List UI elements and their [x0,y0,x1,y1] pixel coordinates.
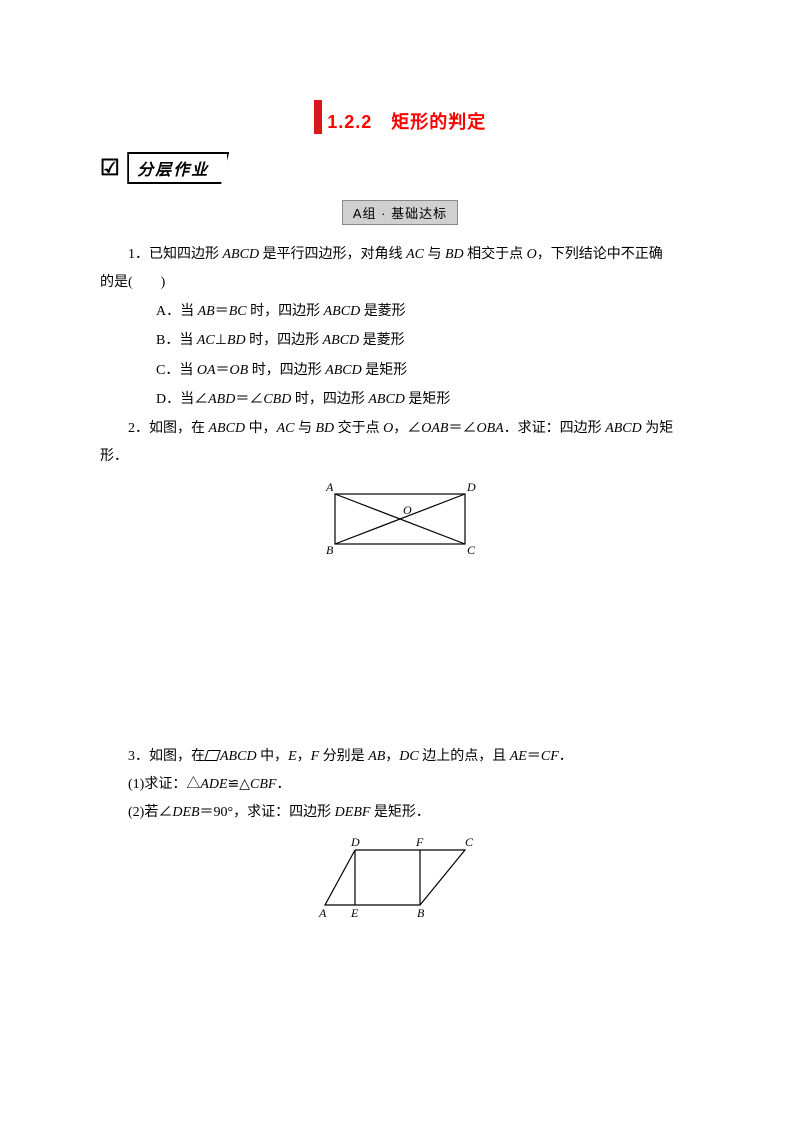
figure-q2: A D B C O [100,479,700,559]
layered-homework-badge: ☑ 分层作业 [100,152,700,184]
figure-q3: D F C A E B [100,835,700,925]
label-D: D [350,835,360,849]
q1-opt-a: A．当 AB＝BC 时，四边形 ABCD 是菱形 [100,297,700,326]
layered-homework-label: 分层作业 [127,152,229,184]
label-C: C [465,835,474,849]
figure-q3-svg: D F C A E B [305,835,495,925]
label-F: F [415,835,424,849]
group-badge: A组 · 基础达标 [342,200,458,225]
label-A: A [325,480,334,494]
section-title: 1.2.2 矩形的判定 [100,100,700,134]
q2-stem-line1: 2．如图，在 ABCD 中，AC 与 BD 交于点 O，∠OAB＝∠OBA．求证… [100,415,700,443]
label-O: O [403,503,412,517]
q2-stem-line2: 形． [100,443,700,471]
label-E: E [350,906,359,920]
label-A: A [318,906,327,920]
q1-opt-d: D．当∠ABD＝∠CBD 时，四边形 ABCD 是矩形 [100,385,700,414]
check-icon: ☑ [100,155,120,181]
q1-stem-line2: 的是( ) [100,269,700,297]
group-badge-row: A组 · 基础达标 [100,200,700,225]
parallelogram-icon [204,750,221,761]
q3-stem: 3．如图，在ABCD 中，E，F 分别是 AB，DC 边上的点，且 AE＝CF． [100,743,700,771]
title-red-bar [314,100,322,134]
figure-q2-svg: A D B C O [315,479,485,559]
q3-sub2: (2)若∠DEB＝90°，求证：四边形 DEBF 是矩形． [100,799,700,827]
title-text: 1.2.2 矩形的判定 [327,108,486,134]
q1-opt-c: C．当 OA＝OB 时，四边形 ABCD 是矩形 [100,356,700,385]
label-B: B [417,906,425,920]
label-D: D [466,480,476,494]
q3-sub1: (1)求证：△ADE≌△CBF． [100,771,700,799]
label-C: C [467,543,476,557]
q1-stem-line1: 1．已知四边形 ABCD 是平行四边形，对角线 AC 与 BD 相交于点 O，下… [100,241,700,269]
q1-opt-b: B．当 AC⊥BD 时，四边形 ABCD 是菱形 [100,326,700,355]
label-B: B [326,543,334,557]
vertical-spacer [100,573,700,743]
